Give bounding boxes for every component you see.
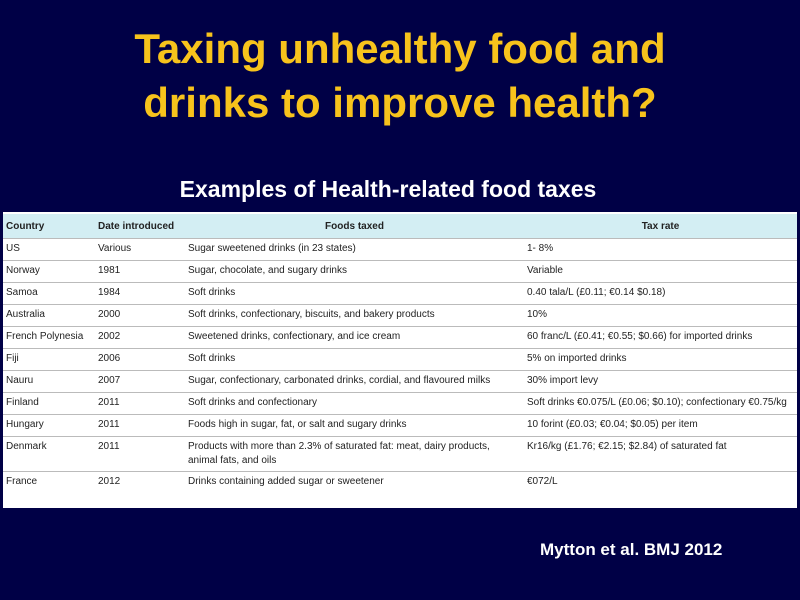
- table-cell: France: [3, 471, 95, 493]
- table-cell: 2006: [95, 348, 185, 371]
- table-cell: Soft drinks: [185, 282, 524, 305]
- table-cell: Hungary: [3, 414, 95, 437]
- title-line: Taxing unhealthy food and: [134, 25, 666, 72]
- header-cell: Tax rate: [524, 212, 797, 239]
- table-cell: 10%: [524, 304, 797, 327]
- table-row: Nauru 2007 Sugar, confectionary, carbonate…: [3, 370, 797, 393]
- table-cell: Foods high in sugar, fat, or salt and su…: [185, 414, 524, 437]
- table-cell: Various: [95, 238, 185, 261]
- table-cell: French Polynesia: [3, 326, 95, 349]
- slide-title: Taxing unhealthy food and drinks to impr…: [0, 22, 800, 130]
- table-row: US Various Sugar sweetened drinks (in 23 s…: [3, 238, 797, 261]
- tax-table: Country Date introduced Foods taxed Tax rat…: [3, 212, 797, 493]
- table-cell: 10 forint (£0.03; €0.04; $0.05) per item: [524, 414, 797, 437]
- table-row: France 2012 Drinks containing added sugar …: [3, 471, 797, 493]
- table-cell: Kr16/kg (£1.76; €2.15; $2.84) of saturat…: [524, 436, 797, 472]
- table-cell: 60 franc/L (£0.41; €0.55; $0.66) for imp…: [524, 326, 797, 349]
- table-cell: Norway: [3, 260, 95, 283]
- header-cell: Country: [3, 212, 95, 239]
- table-cell: Variable: [524, 260, 797, 283]
- header-cell: Date introduced: [95, 212, 185, 239]
- table-cell: 30% import levy: [524, 370, 797, 393]
- table-cell: US: [3, 238, 95, 261]
- table-cell: 0.40 tala/L (£0.11; €0.14 $0.18): [524, 282, 797, 305]
- table-body: US Various Sugar sweetened drinks (in 23 s…: [3, 238, 797, 493]
- table-cell: Fiji: [3, 348, 95, 371]
- table-container: Country Date introduced Foods taxed Tax rat…: [3, 212, 797, 508]
- table-cell: 2011: [95, 436, 185, 472]
- table-cell: Products with more than 2.3% of saturate…: [185, 436, 524, 472]
- table-cell: 2012: [95, 471, 185, 493]
- table-cell: 1981: [95, 260, 185, 283]
- table-row: Norway 1981 Sugar, chocolate, and sugary d…: [3, 260, 797, 283]
- table-cell: 2002: [95, 326, 185, 349]
- title-line: drinks to improve health?: [143, 79, 657, 126]
- table-row: Australia 2000 Soft drinks, confectionary,…: [3, 304, 797, 327]
- table-row: Finland 2011 Soft drinks and confectionary…: [3, 392, 797, 415]
- table-cell: 1- 8%: [524, 238, 797, 261]
- table-cell: 2007: [95, 370, 185, 393]
- table-cell: 2011: [95, 392, 185, 415]
- table-cell: Nauru: [3, 370, 95, 393]
- table-cell: Australia: [3, 304, 95, 327]
- table-cell: Drinks containing added sugar or sweeten…: [185, 471, 524, 493]
- table-cell: 2000: [95, 304, 185, 327]
- table-cell: Sweetened drinks, confectionary, and ice…: [185, 326, 524, 349]
- table-row: Samoa 1984 Soft drinks 0.40 tala/L (£0.11; …: [3, 282, 797, 305]
- citation: Mytton et al. BMJ 2012: [540, 540, 723, 559]
- table-cell: €072/L: [524, 471, 797, 493]
- table-cell: Samoa: [3, 282, 95, 305]
- table-cell: Sugar, confectionary, carbonated drinks,…: [185, 370, 524, 393]
- table-cell: Sugar, chocolate, and sugary drinks: [185, 260, 524, 283]
- table-cell: Denmark: [3, 436, 95, 472]
- table-cell: Soft drinks and confectionary: [185, 392, 524, 415]
- table-cell: Sugar sweetened drinks (in 23 states): [185, 238, 524, 261]
- table-cell: Finland: [3, 392, 95, 415]
- header-row: Country Date introduced Foods taxed Tax rat…: [3, 212, 797, 239]
- table-cell: 5% on imported drinks: [524, 348, 797, 371]
- table-cell: Soft drinks: [185, 348, 524, 371]
- header-cell: Foods taxed: [185, 212, 524, 239]
- table-row: Hungary 2011 Foods high in sugar, fat, or …: [3, 414, 797, 437]
- table-cell: Soft drinks €0.075/L (£0.06; $0.10); con…: [524, 392, 797, 415]
- table-row: Denmark 2011 Products with more than 2.3% …: [3, 436, 797, 472]
- table-cell: Soft drinks, confectionary, biscuits, an…: [185, 304, 524, 327]
- table-row: Fiji 2006 Soft drinks 5% on imported drinks: [3, 348, 797, 371]
- subtitle: Examples of Health-related food taxes: [179, 176, 597, 202]
- table-cell: 2011: [95, 414, 185, 437]
- table-cell: 1984: [95, 282, 185, 305]
- table-row: French Polynesia 2002 Sweetened drinks, co…: [3, 326, 797, 349]
